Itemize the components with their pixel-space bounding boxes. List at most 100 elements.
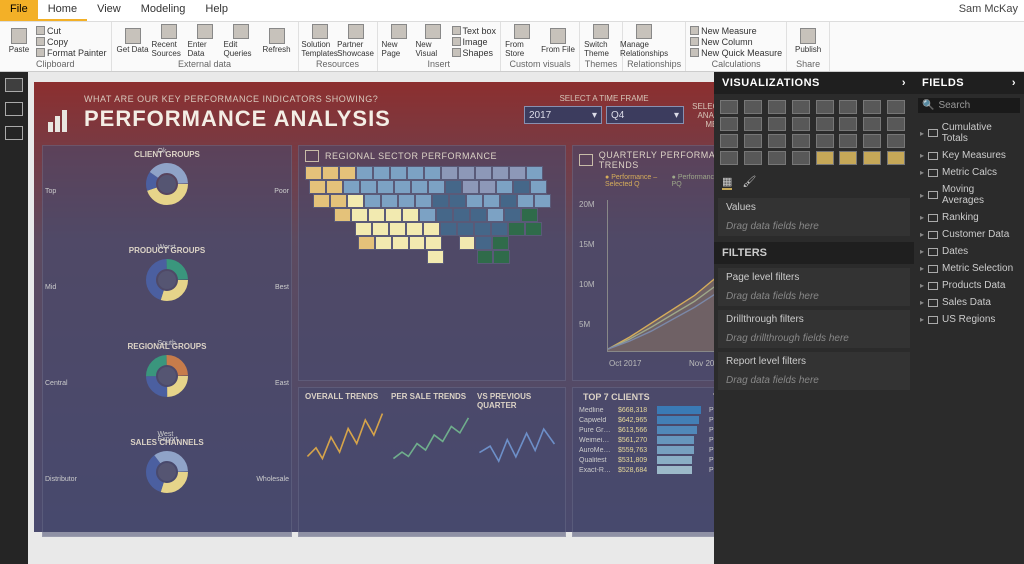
state[interactable] [392,236,409,250]
state[interactable] [390,166,407,180]
state[interactable] [343,180,360,194]
viz-type-icon[interactable] [744,134,762,148]
state[interactable] [381,194,398,208]
model-view-icon[interactable] [5,126,23,140]
donut-chart[interactable]: CLIENT GROUPSOkTopPoor [49,150,285,244]
state[interactable] [517,194,534,208]
values-dropzone[interactable]: Drag data fields here [718,217,910,236]
state[interactable] [530,180,547,194]
field-table[interactable]: Ranking [914,209,1024,226]
state[interactable] [394,180,411,194]
state[interactable] [444,250,460,264]
state[interactable] [445,180,462,194]
field-table[interactable]: Customer Data [914,226,1024,243]
state[interactable] [347,194,364,208]
field-table[interactable]: Dates [914,243,1024,260]
state[interactable] [356,166,373,180]
year-select[interactable]: 2017▾ [524,106,602,124]
state[interactable] [377,180,394,194]
viz-type-icon[interactable] [839,151,857,165]
state[interactable] [427,250,443,264]
ribbon-item[interactable]: New Visual [416,24,450,58]
state[interactable] [329,250,345,264]
state[interactable] [345,250,361,264]
fields-tab-icon[interactable]: ▦ [722,175,732,190]
tab-help[interactable]: Help [195,0,238,21]
viz-type-icon[interactable] [863,151,881,165]
state[interactable] [330,194,347,208]
state[interactable] [419,208,436,222]
state[interactable] [424,166,441,180]
tab-modeling[interactable]: Modeling [131,0,196,21]
viz-type-icon[interactable] [720,151,738,165]
state[interactable] [483,194,500,208]
ribbon-item[interactable]: New Column [690,36,782,47]
data-view-icon[interactable] [5,102,23,116]
viz-type-icon[interactable] [792,100,810,114]
state[interactable] [425,236,442,250]
ribbon-item[interactable]: Publish [791,24,825,58]
ribbon-item[interactable]: Edit Queries [224,24,258,58]
state[interactable] [487,208,504,222]
fields-header[interactable]: FIELDS› [914,72,1024,94]
ribbon-item[interactable]: From Store [505,24,539,58]
state[interactable] [372,222,389,236]
field-table[interactable]: Moving Averages [914,181,1024,209]
state[interactable] [457,222,474,236]
state[interactable] [326,180,343,194]
state[interactable] [338,222,355,236]
state[interactable] [496,180,513,194]
viz-type-icon[interactable] [887,100,905,114]
ribbon-item[interactable]: From File [541,24,575,58]
state[interactable] [474,222,491,236]
ribbon-item[interactable]: Enter Data [188,24,222,58]
state[interactable] [368,208,385,222]
state[interactable] [491,222,508,236]
viz-type-icon[interactable] [768,151,786,165]
viz-type-icon[interactable] [839,100,857,114]
ribbon-item[interactable]: New Page [382,24,416,58]
ribbon-item[interactable]: New Quick Measure [690,47,782,58]
state[interactable] [466,194,483,208]
report-view-icon[interactable] [5,78,23,92]
donut-chart[interactable]: PRODUCT GROUPSWorstMidBest [49,246,285,340]
field-table[interactable]: Metric Calcs [914,164,1024,181]
state[interactable] [475,236,492,250]
state[interactable] [543,250,559,264]
state[interactable] [453,208,470,222]
state[interactable] [477,250,493,264]
state[interactable] [355,222,372,236]
state[interactable] [436,208,453,222]
state[interactable] [406,222,423,236]
ribbon-item[interactable]: Shapes [452,47,497,58]
viz-type-icon[interactable] [816,151,834,165]
tab-view[interactable]: View [87,0,131,21]
drillthrough-dropzone[interactable]: Drag drillthrough fields here [718,329,910,348]
state[interactable] [305,166,322,180]
state[interactable] [534,194,551,208]
viz-type-icon[interactable] [744,151,762,165]
tab-home[interactable]: Home [38,0,87,21]
viz-type-icon[interactable] [863,117,881,131]
state[interactable] [322,166,339,180]
viz-type-icon[interactable] [792,151,810,165]
viz-type-icon[interactable] [816,100,834,114]
state[interactable] [321,222,338,236]
state[interactable] [509,166,526,180]
state[interactable] [525,222,542,236]
state[interactable] [513,180,530,194]
ribbon-item[interactable]: New Measure [690,25,782,36]
viz-type-icon[interactable] [768,134,786,148]
state[interactable] [364,194,381,208]
viz-type-icon[interactable] [887,151,905,165]
ribbon-item[interactable]: Text box [452,25,497,36]
viz-type-icon[interactable] [720,117,738,131]
state[interactable] [358,236,375,250]
format-painter-button[interactable]: Format Painter [36,47,107,58]
state[interactable] [428,180,445,194]
paste-button[interactable]: Paste [4,24,34,58]
state[interactable] [542,236,559,250]
state[interactable] [521,208,538,222]
viz-type-icon[interactable] [816,134,834,148]
viz-type-icon[interactable] [744,100,762,114]
